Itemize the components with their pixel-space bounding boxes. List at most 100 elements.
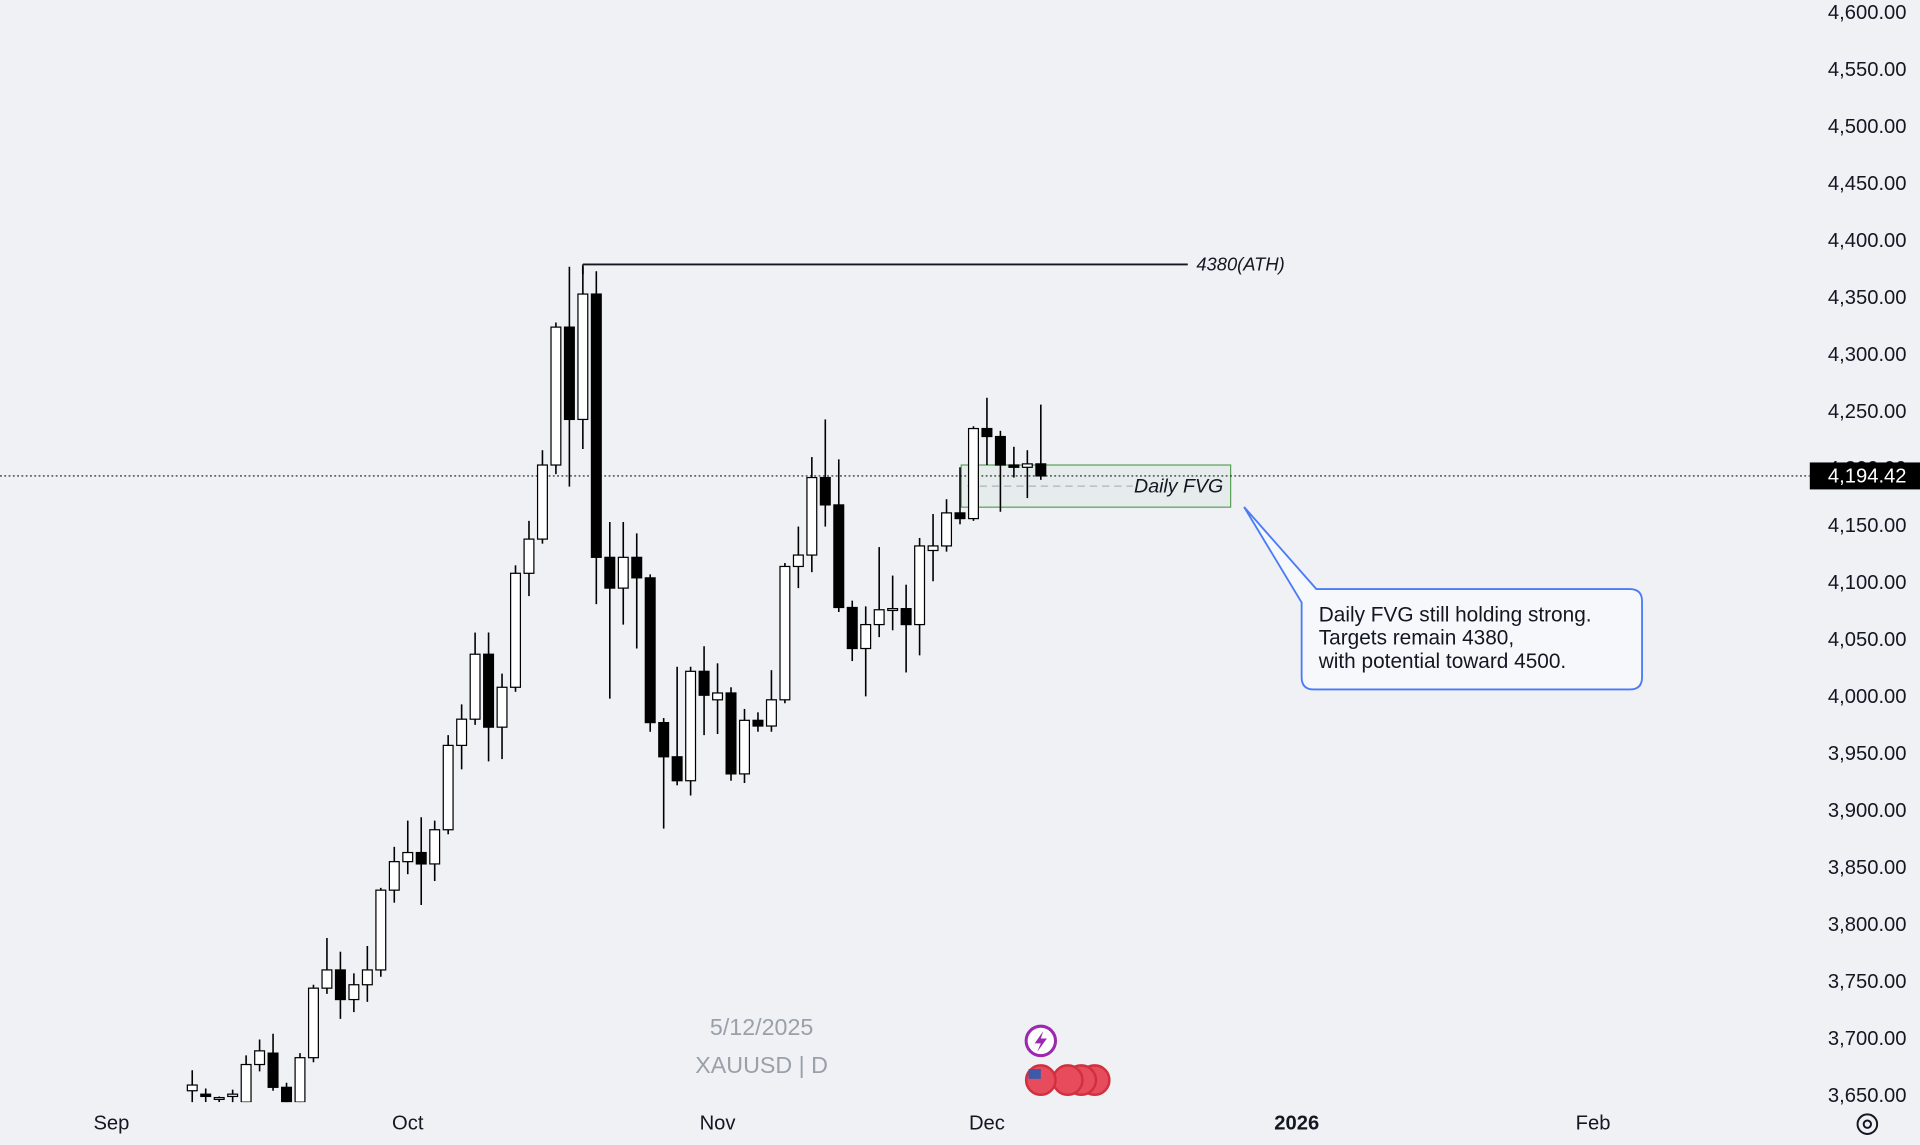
candle-body-up <box>685 670 697 782</box>
candle-body-up <box>914 545 926 626</box>
candle-body-down <box>900 608 912 626</box>
callout-text: with potential toward 4500. <box>1318 650 1566 673</box>
candle-body-up <box>927 545 939 552</box>
callout-box <box>1243 506 1643 691</box>
candle-body-up <box>186 1084 198 1092</box>
candle-body-up <box>375 889 387 971</box>
y-tick-label: 4,400.00 <box>1828 230 1907 252</box>
y-tick-label: 3,750.00 <box>1828 971 1907 993</box>
y-tick-label: 3,850.00 <box>1828 857 1907 879</box>
candle-body-down <box>281 1086 293 1103</box>
candle-body-up <box>240 1063 252 1103</box>
candle-body-down <box>846 606 858 650</box>
settings-icon[interactable] <box>1856 1113 1879 1135</box>
candle-body-up <box>496 686 508 728</box>
y-tick-label: 4,100.00 <box>1828 572 1907 594</box>
candle-body-down <box>590 293 602 558</box>
candle-body-up <box>941 512 953 547</box>
watermark-date: 5/12/2025 <box>710 1014 813 1040</box>
candle-body-up <box>873 609 885 626</box>
candle-body-up <box>361 969 373 986</box>
candle-body-up <box>860 623 872 650</box>
flag-icon <box>1051 1064 1084 1097</box>
y-tick-label: 4,450.00 <box>1828 173 1907 195</box>
callout-text: Daily FVG still holding strong. <box>1319 603 1592 626</box>
candle-body-down <box>200 1093 212 1098</box>
x-tick-label: Feb <box>1576 1113 1611 1135</box>
candle-body-up <box>307 987 319 1059</box>
y-tick-label: 4,500.00 <box>1828 116 1907 138</box>
y-tick-label: 4,150.00 <box>1828 515 1907 537</box>
event-icon-bolt <box>1034 1031 1047 1052</box>
candle-body-down <box>994 435 1006 466</box>
x-tick-label: 2026 <box>1274 1113 1319 1135</box>
event-icons <box>1024 1024 1111 1097</box>
candle-body-down <box>752 719 764 727</box>
last-price-tag <box>1809 462 1920 490</box>
y-tick-label: 4,350.00 <box>1828 287 1907 309</box>
y-tick-label: 3,650.00 <box>1828 1085 1907 1107</box>
y-tick-label: 4,050.00 <box>1828 629 1907 651</box>
candle-body-up <box>510 572 522 688</box>
candle-body-up <box>806 476 818 556</box>
candle-body-down <box>1008 464 1020 468</box>
fvg-label: Daily FVG <box>1134 475 1223 497</box>
candle-body-up <box>712 692 724 701</box>
candle-body-up <box>523 538 535 574</box>
flag-canton <box>1028 1069 1041 1079</box>
y-tick-label: 4,000.00 <box>1828 686 1907 708</box>
ath-label: 4380(ATH) <box>1196 253 1284 274</box>
candle-body-up <box>617 556 629 589</box>
candle-body-down <box>644 577 656 724</box>
callout-text: Targets remain 4380, <box>1319 627 1514 650</box>
candle-body-down <box>631 556 643 579</box>
candle-body-up <box>779 565 791 701</box>
candle-body-down <box>658 721 670 758</box>
candle-body-down <box>671 756 683 782</box>
y-tick-label: 3,950.00 <box>1828 743 1907 765</box>
y-tick-label: 4,300.00 <box>1828 344 1907 366</box>
candle-body-up <box>456 718 468 747</box>
candle-body-down <box>334 969 346 1001</box>
candle-body-down <box>415 851 427 865</box>
y-tick-label: 3,700.00 <box>1828 1028 1907 1050</box>
y-tick-label: 4,550.00 <box>1828 59 1907 81</box>
y-tick-label: 3,800.00 <box>1828 914 1907 936</box>
candle-body-up <box>227 1093 239 1098</box>
x-tick-label: Dec <box>969 1113 1005 1135</box>
candle-body-down <box>563 326 575 421</box>
candle-body-up <box>402 851 414 863</box>
y-tick-label: 3,900.00 <box>1828 800 1907 822</box>
candle-body-up <box>967 427 979 520</box>
candle-body-up <box>294 1057 306 1103</box>
watermark-symbol: XAUUSD | D <box>695 1052 828 1078</box>
x-tick-label: Nov <box>700 1113 737 1135</box>
candle-body-up <box>738 719 750 775</box>
candle-body-up <box>536 464 548 540</box>
candle-body-down <box>819 476 831 506</box>
candle-body-up <box>765 699 777 727</box>
candle-body-up <box>887 608 899 612</box>
candle-body-up <box>388 861 400 891</box>
candle-body-down <box>483 653 495 728</box>
candle-body-up <box>442 744 454 831</box>
candle-body-down <box>698 670 710 696</box>
candle-body-down <box>604 556 616 589</box>
x-tick-label: Oct <box>392 1113 424 1135</box>
candle-body-up <box>213 1096 225 1101</box>
candle-body-up <box>577 293 589 421</box>
candle-body-up <box>348 984 360 1001</box>
candle-body-down <box>1035 463 1047 477</box>
x-tick-label: Sep <box>93 1113 129 1135</box>
candle-body-up <box>550 326 562 466</box>
candle-body-down <box>954 512 966 520</box>
candle-body-up <box>1021 463 1033 468</box>
candle-body-down <box>981 427 993 438</box>
plot-area <box>0 263 1810 1103</box>
candle-body-up <box>254 1050 266 1066</box>
candle-body-up <box>469 653 481 720</box>
candle-body-up <box>321 969 333 989</box>
